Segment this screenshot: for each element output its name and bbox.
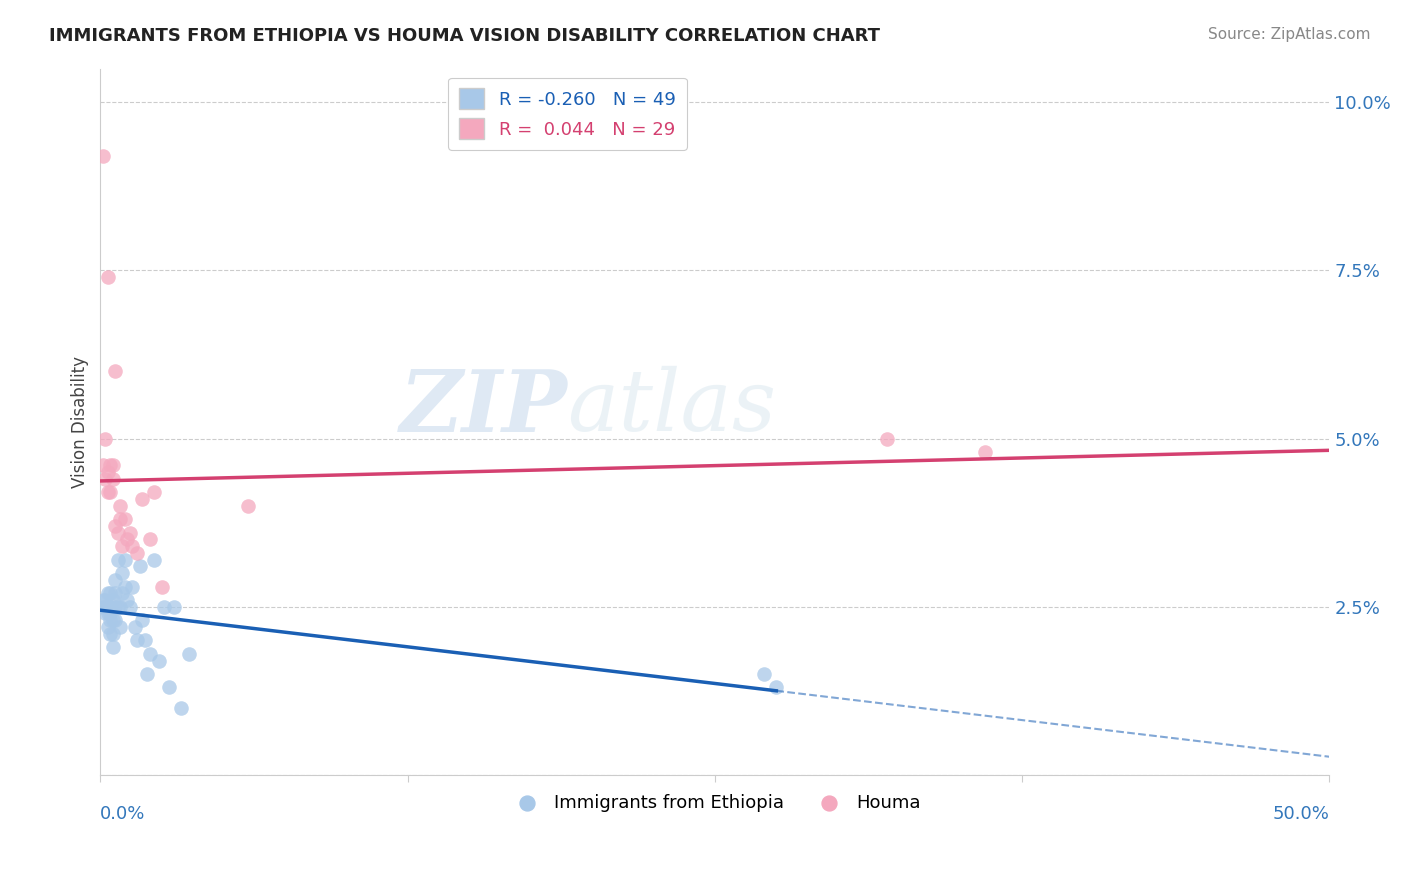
Point xyxy=(127,546,149,560)
Point xyxy=(150,580,173,594)
Point xyxy=(153,599,176,614)
Point xyxy=(97,599,120,614)
Point xyxy=(94,599,117,614)
Point xyxy=(98,613,121,627)
Point xyxy=(136,667,159,681)
Point xyxy=(97,586,120,600)
Point xyxy=(148,654,170,668)
Point xyxy=(143,552,166,566)
Legend: Immigrants from Ethiopia, Houma: Immigrants from Ethiopia, Houma xyxy=(502,787,928,819)
Point xyxy=(107,525,129,540)
Point xyxy=(974,445,997,459)
Point xyxy=(98,599,121,614)
Point xyxy=(111,539,134,553)
Point xyxy=(101,458,124,473)
Point xyxy=(118,599,141,614)
Point xyxy=(97,607,120,621)
Point xyxy=(91,599,114,614)
Text: atlas: atlas xyxy=(568,367,776,449)
Point xyxy=(134,633,156,648)
Text: 0.0%: 0.0% xyxy=(100,805,146,823)
Point xyxy=(765,681,787,695)
Point xyxy=(104,599,127,614)
Point xyxy=(111,566,134,580)
Point xyxy=(101,472,124,486)
Point xyxy=(170,700,193,714)
Point xyxy=(98,458,121,473)
Point xyxy=(101,640,124,654)
Point xyxy=(114,512,136,526)
Point xyxy=(177,647,200,661)
Point xyxy=(97,620,120,634)
Point xyxy=(752,667,775,681)
Point xyxy=(117,593,139,607)
Point xyxy=(107,552,129,566)
Point xyxy=(94,607,117,621)
Point xyxy=(107,599,129,614)
Point xyxy=(91,149,114,163)
Text: 50.0%: 50.0% xyxy=(1272,805,1330,823)
Point xyxy=(91,593,114,607)
Point xyxy=(104,573,127,587)
Point xyxy=(876,432,898,446)
Point xyxy=(101,613,124,627)
Point xyxy=(138,647,160,661)
Point xyxy=(114,552,136,566)
Point xyxy=(94,593,117,607)
Point xyxy=(101,593,124,607)
Point xyxy=(138,533,160,547)
Point xyxy=(98,626,121,640)
Point xyxy=(121,580,143,594)
Point xyxy=(98,607,121,621)
Point xyxy=(94,472,117,486)
Point xyxy=(117,533,139,547)
Point xyxy=(91,458,114,473)
Point xyxy=(108,620,131,634)
Point xyxy=(98,485,121,500)
Text: ZIP: ZIP xyxy=(399,366,568,450)
Point xyxy=(108,512,131,526)
Point xyxy=(157,681,180,695)
Point xyxy=(97,270,120,285)
Point xyxy=(124,620,146,634)
Point xyxy=(104,364,127,378)
Point xyxy=(104,586,127,600)
Y-axis label: Vision Disability: Vision Disability xyxy=(72,356,89,488)
Point xyxy=(143,485,166,500)
Point xyxy=(236,499,259,513)
Point xyxy=(121,539,143,553)
Point xyxy=(128,559,150,574)
Point xyxy=(111,586,134,600)
Point xyxy=(108,499,131,513)
Point xyxy=(114,580,136,594)
Point xyxy=(101,626,124,640)
Point xyxy=(108,599,131,614)
Point xyxy=(104,613,127,627)
Point xyxy=(118,525,141,540)
Text: Source: ZipAtlas.com: Source: ZipAtlas.com xyxy=(1208,27,1371,42)
Point xyxy=(127,633,149,648)
Point xyxy=(104,519,127,533)
Point xyxy=(163,599,186,614)
Text: IMMIGRANTS FROM ETHIOPIA VS HOUMA VISION DISABILITY CORRELATION CHART: IMMIGRANTS FROM ETHIOPIA VS HOUMA VISION… xyxy=(49,27,880,45)
Point xyxy=(94,432,117,446)
Point xyxy=(131,492,153,507)
Point xyxy=(97,485,120,500)
Point xyxy=(97,465,120,479)
Point xyxy=(131,613,153,627)
Point xyxy=(98,586,121,600)
